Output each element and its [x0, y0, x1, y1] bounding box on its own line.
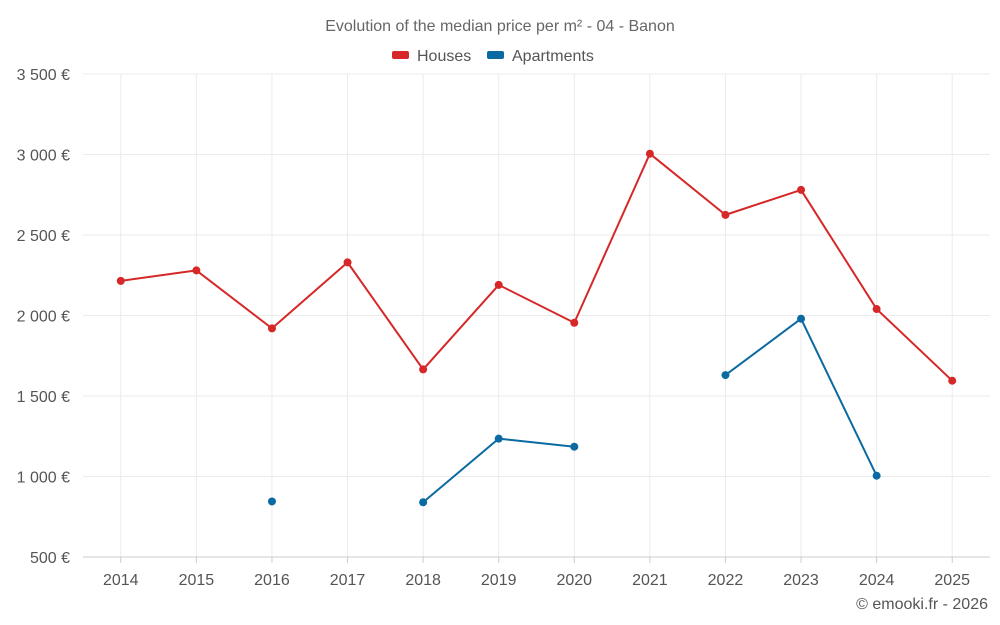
x-tick-label: 2022 — [708, 572, 744, 589]
data-point-houses[interactable] — [419, 365, 428, 374]
series-houses — [116, 149, 957, 385]
x-tick-label: 2015 — [179, 572, 215, 589]
data-point-apartments[interactable] — [872, 471, 881, 480]
x-tick-label: 2024 — [859, 572, 895, 589]
data-point-houses[interactable] — [645, 149, 654, 158]
data-point-houses[interactable] — [116, 276, 125, 285]
x-tick-label: 2023 — [783, 572, 819, 589]
credit-text: © emooki.fr - 2026 — [856, 596, 988, 613]
x-tick-label: 2025 — [934, 572, 970, 589]
x-axis: 2014 2015 2016 2017 2018 2019 2020 2021 2022 2023… — [83, 556, 990, 589]
y-tick-label: 1 000 € — [17, 470, 70, 487]
data-point-apartments[interactable] — [267, 497, 276, 506]
data-point-houses[interactable] — [494, 280, 503, 289]
legend: Houses Apartments — [392, 48, 594, 65]
data-point-apartments[interactable] — [721, 371, 730, 380]
series-apartments — [267, 314, 881, 507]
x-tick-label: 2014 — [103, 572, 139, 589]
data-point-houses[interactable] — [192, 266, 201, 275]
series — [116, 149, 957, 507]
data-point-houses[interactable] — [872, 305, 881, 314]
data-point-houses[interactable] — [948, 376, 957, 385]
data-point-houses[interactable] — [343, 258, 352, 267]
legend-swatch — [392, 51, 409, 59]
x-tick-label: 2021 — [632, 572, 668, 589]
x-tick-label: 2020 — [556, 572, 592, 589]
y-tick-label: 500 € — [30, 550, 70, 567]
legend-swatch — [487, 51, 504, 59]
y-tick-label: 2 000 € — [17, 309, 70, 326]
data-point-houses[interactable] — [570, 318, 579, 327]
x-tick-label: 2019 — [481, 572, 517, 589]
x-tick-label: 2016 — [254, 572, 290, 589]
legend-item-apartments[interactable]: Apartments — [487, 48, 594, 65]
legend-label: Houses — [417, 48, 471, 65]
y-tick-label: 3 000 € — [17, 148, 70, 165]
data-point-houses[interactable] — [721, 210, 730, 219]
data-point-apartments[interactable] — [494, 434, 503, 443]
x-tick-label: 2017 — [330, 572, 366, 589]
x-tick-label: 2018 — [405, 572, 441, 589]
data-point-apartments[interactable] — [419, 498, 428, 507]
data-point-apartments[interactable] — [570, 442, 579, 451]
y-axis: 500 € 1 000 € 1 500 € 2 000 € 2 500 € 3 000 €… — [17, 67, 70, 567]
grid — [83, 73, 990, 557]
series-line-houses — [120, 152, 953, 382]
chart-title: Evolution of the median price per m² - 0… — [325, 18, 675, 35]
data-point-houses[interactable] — [797, 185, 806, 194]
y-tick-label: 2 500 € — [17, 228, 70, 245]
data-point-houses[interactable] — [267, 324, 276, 333]
y-tick-label: 3 500 € — [17, 67, 70, 84]
y-tick-label: 1 500 € — [17, 389, 70, 406]
data-point-apartments[interactable] — [797, 314, 806, 323]
legend-label: Apartments — [512, 48, 594, 65]
legend-item-houses[interactable]: Houses — [392, 48, 471, 65]
